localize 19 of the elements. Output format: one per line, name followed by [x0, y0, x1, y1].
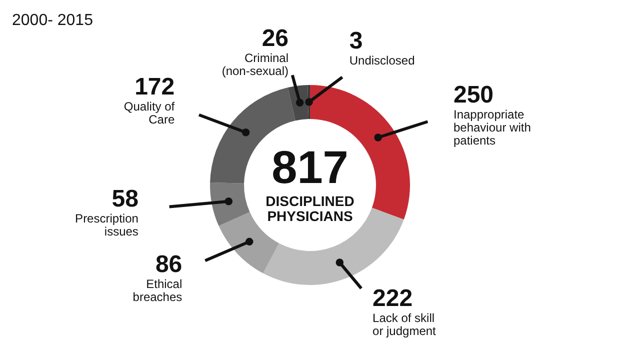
data-label: 58	[112, 186, 138, 213]
data-label: 250	[453, 82, 494, 109]
data-label: 172	[134, 73, 175, 100]
text: 817	[272, 141, 348, 193]
slice-label: Criminal (non-sexual)	[222, 51, 289, 78]
data-label: 3	[349, 27, 363, 54]
slice-label: Undisclosed	[349, 53, 415, 68]
slice-label: Ethical breaches	[132, 277, 182, 304]
slice-label: Prescription issues	[75, 212, 138, 239]
data-label: 86	[155, 251, 182, 278]
donut-slice	[210, 182, 250, 226]
text: DISCIPLINED PHYSICIANS	[266, 193, 354, 224]
slice-label: Lack of skill or judgment	[372, 311, 437, 338]
chart-title: 2000- 2015	[12, 12, 94, 29]
slice-label: Inappropriate behaviour with patients	[453, 108, 531, 148]
data-label: 26	[262, 25, 289, 52]
slice-label: Quality of Care	[124, 99, 176, 126]
data-label: 222	[372, 285, 413, 312]
donut-slice	[263, 208, 404, 285]
